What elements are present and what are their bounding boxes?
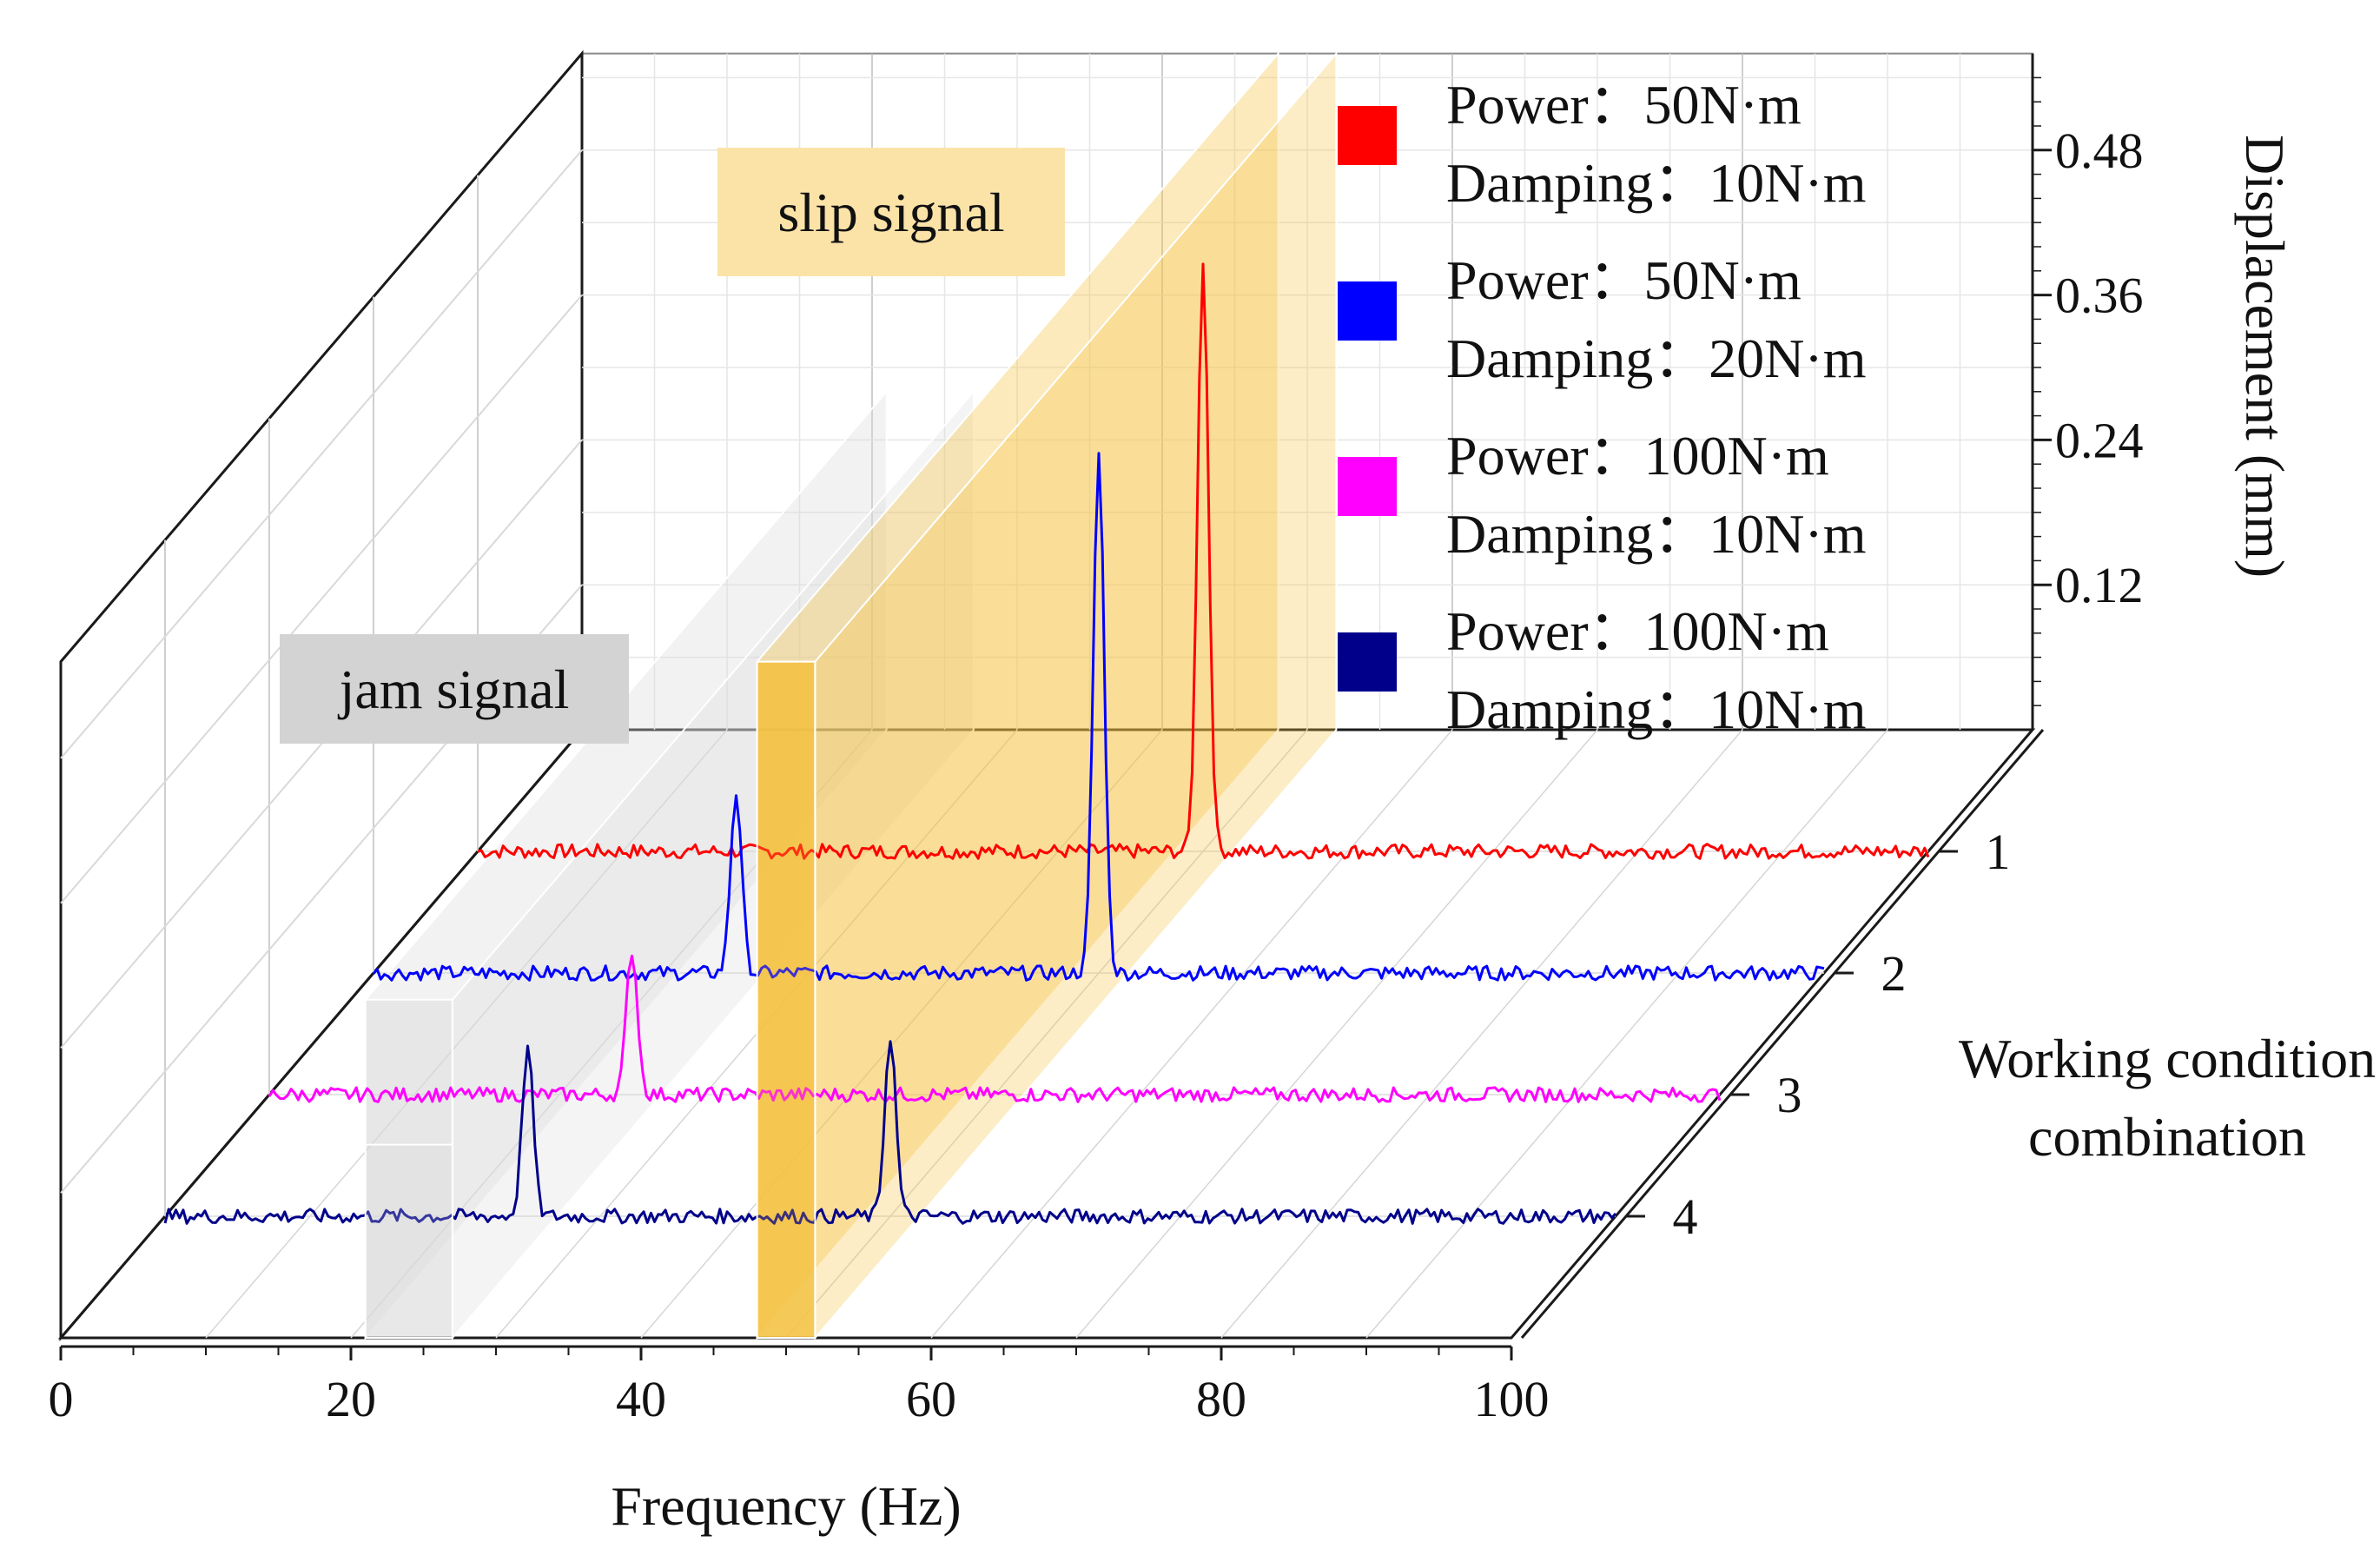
axes-layer: 0 20 40 60 80 100 1 2 3 4 0.12 0.24 0.36 0.48 — [49, 53, 2144, 1427]
legend-swatch — [1338, 281, 1397, 341]
series-line-3 — [268, 954, 1722, 1103]
legend-item: Power：100N·m Damping：10N·m — [1338, 425, 1867, 565]
z-tick-label: 0.48 — [2055, 122, 2144, 179]
depth-tick-label: 1 — [1986, 824, 2011, 880]
z-tick-label: 0.12 — [2055, 557, 2144, 613]
depth-tick-label: 2 — [1881, 945, 1907, 1002]
annotation-jam: jam signal — [280, 634, 629, 744]
left-wall-grid-diagonal — [60, 439, 583, 1049]
x-axis-title: Frequency (Hz) — [611, 1475, 961, 1537]
floor-grid-depth — [1075, 729, 1598, 1339]
legend-swatch — [1338, 106, 1397, 165]
legend-item: Power：100N·m Damping：10N·m — [1338, 600, 1867, 740]
legend-label-damping: Damping：10N·m — [1446, 678, 1867, 740]
floor-grid-depth — [640, 729, 1163, 1339]
z-tick-label: 0.36 — [2055, 268, 2144, 324]
series-line-1 — [477, 262, 1930, 860]
floor-grid-depth — [785, 729, 1308, 1339]
floor-grid-depth — [1365, 729, 1888, 1339]
annotation-slip: slip signal — [717, 148, 1065, 276]
legend-swatch — [1338, 632, 1397, 692]
legend-item: Power：50N·m Damping：20N·m — [1338, 249, 1867, 389]
floor-grid-depth — [205, 729, 728, 1339]
x-tick-label: 40 — [616, 1371, 666, 1427]
annotation-label: slip signal — [777, 182, 1004, 243]
annotation-box — [717, 148, 1065, 276]
band-overlay — [756, 660, 816, 1339]
depth-axis-title-line2: combination — [2028, 1106, 2306, 1168]
floor-grid-depth — [1220, 729, 1743, 1339]
legend-label-power: Power：50N·m — [1446, 74, 1802, 136]
z-tick-label: 0.24 — [2055, 412, 2144, 468]
series-layer — [163, 262, 1930, 1225]
axis-labels: jam signal slip signal Frequency (Hz) Worki… — [280, 135, 2376, 1537]
x-tick-label: 0 — [49, 1371, 74, 1427]
x-tick-label: 60 — [906, 1371, 956, 1427]
left-wall-grid-diagonal — [60, 294, 583, 904]
legend-label-damping: Damping：10N·m — [1446, 503, 1867, 565]
depth-tick-label: 3 — [1777, 1067, 1802, 1123]
annotation-box — [280, 634, 629, 744]
x-tick-label: 100 — [1474, 1371, 1550, 1427]
legend: Power：50N·m Damping：10N·m Power：50N·m Dampi… — [1338, 74, 1867, 740]
depth-axis-title-line1: Working condition — [1959, 1028, 2376, 1089]
band-overlay — [364, 1143, 453, 1339]
depth-axis-line — [1520, 729, 2045, 1339]
floor-grid-depth — [930, 729, 1453, 1339]
legend-item: Power：50N·m Damping：10N·m — [1338, 74, 1867, 214]
left-wall-grid-diagonal — [60, 149, 583, 759]
series-line-2 — [372, 452, 1825, 982]
legend-label-power: Power：100N·m — [1446, 600, 1829, 662]
legend-swatch — [1338, 457, 1397, 516]
legend-label-damping: Damping：10N·m — [1446, 152, 1867, 214]
x-tick-label: 80 — [1196, 1371, 1246, 1427]
depth-tick-label: 4 — [1673, 1188, 1698, 1245]
z-axis-title: Displacement (mm) — [2234, 135, 2296, 578]
legend-label-power: Power：100N·m — [1446, 425, 1829, 486]
series-line-4 — [163, 1040, 1617, 1225]
annotation-label: jam signal — [338, 659, 570, 720]
chart-front-layer — [364, 660, 816, 1339]
legend-label-damping: Damping：20N·m — [1446, 328, 1867, 389]
x-tick-label: 20 — [326, 1371, 376, 1427]
legend-label-power: Power：50N·m — [1446, 249, 1802, 311]
